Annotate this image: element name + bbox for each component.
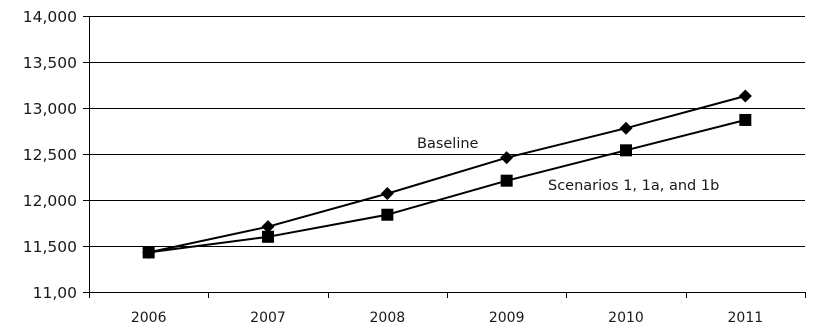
diamond-marker (738, 89, 752, 103)
square-marker (142, 246, 155, 259)
gridlines (89, 16, 805, 247)
diamond-marker (380, 187, 394, 201)
x-tick-label: 2007 (250, 310, 286, 326)
x-axis-ticks: 2006 2007 2008 2009 2010 2011 (89, 292, 806, 326)
x-tick-label: 2006 (131, 310, 167, 326)
series-line (148, 95, 746, 254)
x-tick-label: 2008 (370, 310, 406, 326)
series-lines (148, 95, 746, 254)
x-tick-label: 2011 (728, 310, 764, 326)
y-tick-label: 11,500 (23, 238, 77, 256)
y-tick-label: 14,000 (23, 8, 77, 26)
series-markers (142, 89, 752, 259)
series-line (148, 119, 746, 254)
y-tick-label: 13,000 (23, 100, 77, 118)
x-tick-label: 2009 (489, 310, 525, 326)
square-marker (381, 208, 394, 221)
scenarios-series-label: Scenarios 1, 1a, and 1b (548, 178, 719, 194)
y-tick-label: 13,500 (23, 54, 77, 72)
x-tick-label: 2010 (608, 310, 644, 326)
square-marker (620, 144, 632, 157)
square-marker (739, 113, 752, 126)
y-tick-label: 11,00 (33, 284, 77, 302)
y-tick-label: 12,500 (23, 146, 77, 164)
square-marker (262, 230, 274, 243)
y-axis-ticks: 11,00 11,500 12,000 12,500 13,000 13,500 14,00… (23, 8, 89, 302)
square-marker (500, 174, 513, 187)
diamond-marker (261, 220, 275, 234)
diamond-marker (619, 121, 633, 135)
diamond-marker (500, 151, 514, 165)
baseline-series-label: Baseline (417, 136, 479, 152)
y-tick-label: 12,000 (23, 192, 77, 210)
annotations: Baseline Scenarios 1, 1a, and 1b (417, 136, 719, 194)
